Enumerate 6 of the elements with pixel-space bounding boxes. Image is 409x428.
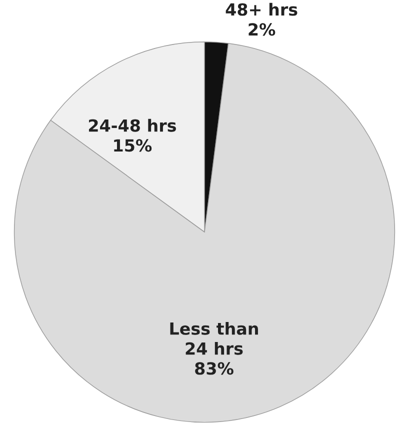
data-label: 15% [114,139,152,152]
slice-label: 24-48 hrs [88,118,176,132]
slice-label: 48+ hrs [226,2,298,16]
data-label: 83% [195,362,234,375]
slice-label: Less than 24 hrs [170,322,258,355]
data-label: 2% [248,23,276,36]
